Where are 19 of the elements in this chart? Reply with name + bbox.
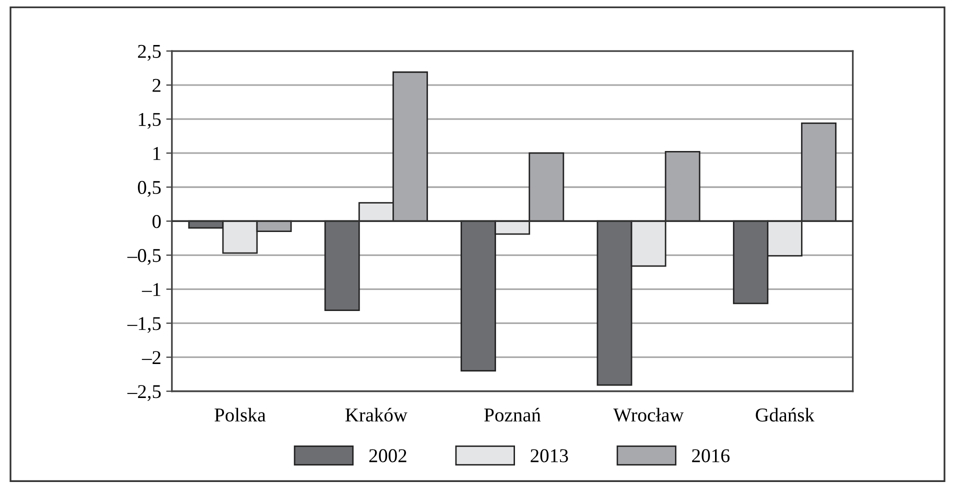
x-tick-label: Kraków [345, 408, 408, 422]
y-tick-label: 2,5 [138, 44, 161, 61]
x-tick-label: Wrocław [613, 408, 684, 422]
legend-label: 2013 [530, 449, 568, 462]
y-tick-label: –0,5 [127, 248, 161, 265]
x-tick-label: Gdańsk [756, 408, 814, 422]
y-tick-label: –2 [142, 351, 160, 364]
y-tick-label: 2 [152, 78, 160, 92]
y-tick-label: –1 [142, 283, 160, 296]
y-tick-label: 0,5 [138, 180, 161, 197]
y-tick-label: 1,5 [138, 112, 161, 129]
x-tick-label: Poznań [484, 408, 541, 422]
y-tick-label: 0 [152, 214, 161, 228]
legend-label: 2016 [692, 449, 730, 462]
legend-label: 2002 [369, 449, 406, 462]
y-tick-label: –2,5 [127, 385, 161, 401]
y-tick-label: –1,5 [127, 317, 161, 333]
x-tick-label: Polska [214, 408, 266, 422]
y-tick-label: 1 [153, 147, 160, 160]
